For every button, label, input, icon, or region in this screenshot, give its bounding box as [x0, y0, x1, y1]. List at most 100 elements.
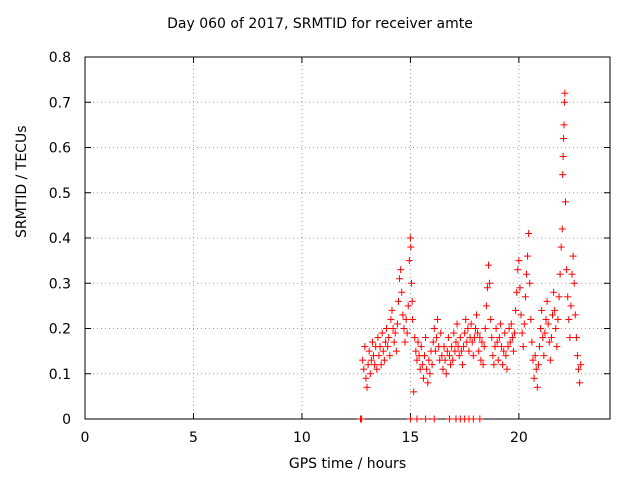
- data-point: [559, 153, 567, 161]
- data-point: [458, 361, 466, 369]
- data-point: [515, 257, 523, 265]
- data-point: [430, 325, 438, 332]
- data-point: [501, 329, 509, 337]
- data-point: [562, 198, 570, 206]
- data-point: [535, 343, 543, 351]
- data-point: [362, 374, 370, 382]
- data-point: [401, 338, 409, 346]
- data-point: [448, 343, 456, 351]
- data-point: [549, 311, 557, 319]
- data-point: [392, 347, 400, 355]
- data-point: [410, 388, 418, 396]
- data-point: [493, 338, 501, 346]
- data-point: [530, 374, 538, 382]
- data-point: [471, 325, 479, 332]
- data-point: [425, 356, 433, 364]
- data-point: [506, 338, 514, 346]
- data-point: [373, 365, 381, 373]
- data-point: [377, 361, 385, 369]
- tick-labels: 0 5 10 15 20 0 0.1 0.2 0.3 0.4 0.5 0.6 0.7 0.8: [49, 50, 528, 446]
- data-point: [487, 315, 495, 323]
- data-point: [376, 343, 384, 351]
- data-point: [383, 325, 391, 332]
- data-point: [380, 356, 388, 364]
- data-point: [398, 288, 406, 296]
- data-point: [379, 347, 387, 355]
- data-point: [421, 352, 429, 360]
- data-point: [576, 379, 584, 387]
- data-point: [571, 311, 579, 319]
- data-point: [464, 325, 472, 332]
- data-point: [555, 293, 563, 301]
- data-point: [406, 415, 414, 423]
- data-point: [560, 98, 568, 106]
- y-tick-label: 0.5: [49, 186, 71, 202]
- x-tick-label: 20: [510, 430, 528, 446]
- data-point: [488, 334, 496, 342]
- data-point: [498, 343, 506, 351]
- data-point: [494, 356, 502, 364]
- y-tick-label: 0.4: [49, 231, 71, 247]
- data-point: [404, 302, 412, 310]
- x-tick-label: 0: [81, 430, 90, 446]
- data-point: [532, 365, 540, 373]
- data-point: [403, 329, 411, 337]
- data-point: [452, 338, 460, 346]
- data-point: [473, 311, 481, 319]
- data-point: [577, 361, 585, 369]
- data-point: [411, 334, 419, 342]
- data-point: [524, 252, 532, 260]
- data-point: [457, 347, 465, 355]
- data-point: [546, 356, 554, 364]
- y-tick-label: 0.7: [49, 95, 71, 111]
- data-point: [474, 329, 482, 337]
- data-point: [412, 347, 420, 355]
- y-axis-label: SRMTID / TECUs: [14, 125, 30, 239]
- data-point: [455, 352, 463, 360]
- data-point: [543, 297, 551, 305]
- data-point: [453, 320, 461, 328]
- data-point: [413, 356, 421, 364]
- data-point: [371, 361, 379, 369]
- data-point: [526, 279, 534, 287]
- data-point: [505, 325, 513, 332]
- data-point: [442, 370, 450, 378]
- data-point: [381, 338, 389, 346]
- data-point: [444, 334, 452, 342]
- data-point: [520, 320, 528, 328]
- data-point: [375, 352, 383, 360]
- y-tick-label: 0.8: [49, 50, 71, 66]
- data-point: [469, 352, 477, 360]
- data-point: [478, 338, 486, 346]
- data-point: [568, 270, 576, 278]
- data-point: [462, 315, 470, 323]
- data-point: [491, 343, 499, 351]
- data-point: [564, 293, 572, 301]
- data-point: [533, 383, 541, 391]
- data-point: [560, 121, 568, 129]
- data-point: [449, 356, 457, 364]
- x-tick-label: 5: [189, 430, 198, 446]
- data-point: [416, 365, 424, 373]
- data-point: [368, 338, 376, 346]
- data-point: [387, 315, 395, 323]
- data-point: [413, 415, 421, 423]
- data-point: [529, 356, 537, 364]
- data-point: [514, 266, 522, 274]
- data-point: [558, 225, 566, 233]
- data-point: [467, 320, 475, 328]
- data-point: [479, 361, 487, 369]
- data-point: [465, 347, 473, 355]
- data-point: [517, 311, 525, 319]
- data-point: [409, 315, 417, 323]
- data-point: [531, 352, 539, 360]
- data-point: [469, 415, 477, 423]
- data-points: [357, 89, 585, 423]
- y-tick-label: 0.2: [49, 322, 71, 338]
- data-point: [499, 361, 507, 369]
- data-point: [500, 347, 508, 355]
- data-point: [460, 343, 468, 351]
- grid-lines: [85, 57, 610, 419]
- data-point: [569, 252, 577, 260]
